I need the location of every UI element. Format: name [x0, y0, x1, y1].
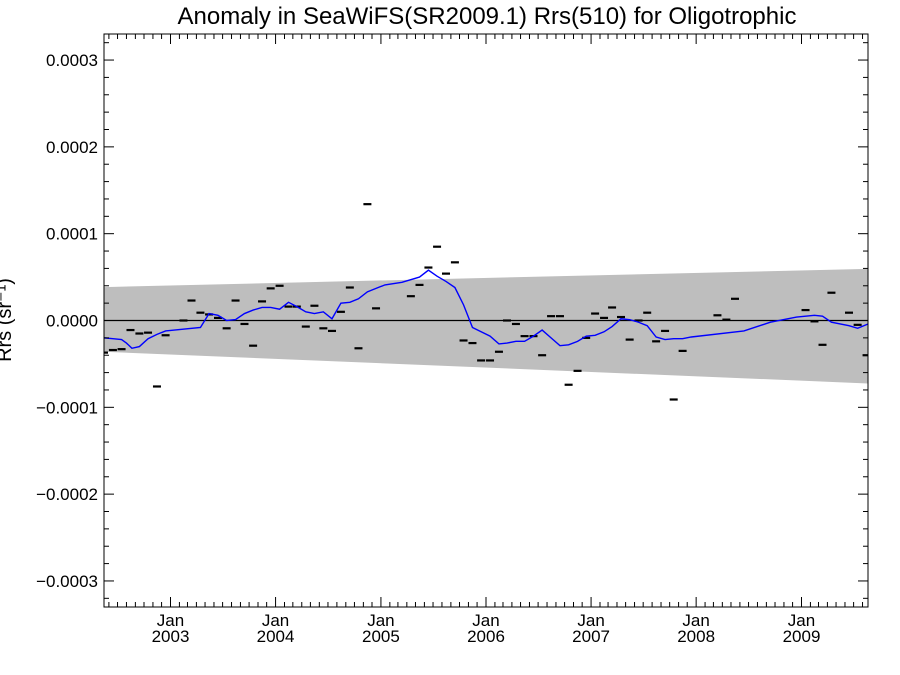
y-tick-label: 0.0001 — [46, 225, 98, 244]
x-tick-year-label: 2007 — [572, 627, 610, 646]
x-tick-month-label: Jan — [472, 611, 499, 630]
tick-label-layer: 0.0003 0.0002 0.0001 0.0000 −0.0001 −0.0002 −0… — [36, 51, 820, 646]
x-tick-month-label: Jan — [367, 611, 394, 630]
y-tick-label: 0.0003 — [46, 51, 98, 70]
x-tick-year-label: 2004 — [257, 627, 295, 646]
axes-layer — [103, 33, 869, 608]
series-layer — [104, 203, 868, 401]
x-tick-month-label: Jan — [788, 611, 815, 630]
x-tick-year-label: 2009 — [783, 627, 821, 646]
x-tick-year-label: 2008 — [677, 627, 715, 646]
y-tick-label: 0.0002 — [46, 138, 98, 157]
y-axis-label: Rrs (sr⁻¹) — [0, 278, 16, 362]
uncertainty-band — [104, 268, 868, 384]
chart-title: Anomaly in SeaWiFS(SR2009.1) Rrs(510) fo… — [178, 3, 797, 30]
x-tick-year-label: 2003 — [152, 627, 190, 646]
y-tick-label: −0.0002 — [36, 485, 98, 504]
y-tick-label: 0.0000 — [46, 312, 98, 331]
y-tick-label: −0.0001 — [36, 398, 98, 417]
y-tick-label: −0.0003 — [36, 572, 98, 591]
uncertainty-band-layer — [104, 268, 868, 384]
x-tick-year-label: 2006 — [467, 627, 505, 646]
x-tick-month-label: Jan — [262, 611, 289, 630]
x-tick-month-label: Jan — [682, 611, 709, 630]
smoothed-anomaly-line — [104, 269, 868, 350]
x-tick-month-label: Jan — [577, 611, 604, 630]
x-tick-year-label: 2005 — [362, 627, 400, 646]
x-tick-month-label: Jan — [157, 611, 184, 630]
